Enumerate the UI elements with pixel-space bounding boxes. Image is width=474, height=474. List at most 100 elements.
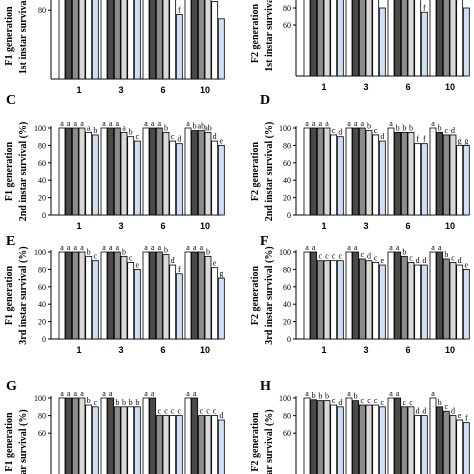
bar	[456, 144, 464, 216]
y-tick-label: 80	[38, 265, 46, 274]
significance-letter: f	[423, 3, 426, 12]
bar	[365, 260, 373, 340]
bar	[142, 127, 150, 216]
significance-letter: a	[109, 243, 113, 252]
x-tick-label: 6	[160, 221, 165, 231]
significance-letter: c	[445, 126, 449, 135]
bar	[358, 258, 366, 340]
significance-letter: b	[129, 398, 133, 407]
bar	[352, 400, 360, 474]
significance-letter: b	[354, 392, 358, 401]
significance-letter: d	[338, 398, 342, 407]
y-tick-label: 60	[38, 283, 46, 292]
significance-letter: a	[122, 123, 126, 132]
bar	[414, 415, 422, 474]
bar	[191, 251, 199, 340]
x-tick-label: 10	[200, 85, 210, 95]
bar	[336, 260, 344, 340]
significance-letter: c	[178, 407, 182, 416]
significance-letter: g	[219, 269, 223, 278]
y-tick-label: 100	[34, 394, 46, 403]
bar	[345, 251, 353, 340]
significance-letter: c	[409, 398, 413, 407]
bar	[449, 415, 457, 474]
significance-letter: a	[158, 243, 162, 252]
significance-letter: a	[109, 389, 113, 398]
bar	[127, 262, 135, 340]
significance-letter: a	[347, 243, 351, 252]
significance-letter: c	[374, 253, 378, 262]
significance-letter: c	[319, 252, 323, 261]
significance-letter: a	[431, 119, 435, 128]
significance-letter: b	[164, 246, 168, 255]
bar	[120, 131, 128, 216]
x-tick-label: 1	[321, 82, 326, 92]
bar	[372, 404, 380, 474]
bar	[211, 1, 219, 80]
bar	[107, 251, 115, 340]
panel-letter: G	[6, 379, 17, 394]
bar	[387, 397, 395, 474]
significance-letter: c	[451, 253, 455, 262]
bar	[162, 0, 170, 80]
bar	[184, 397, 192, 474]
bar	[58, 127, 66, 216]
bar	[197, 251, 205, 340]
significance-letter: b	[129, 128, 133, 137]
bar	[58, 0, 66, 80]
bar	[100, 127, 108, 216]
x-tick-label: 10	[200, 345, 210, 355]
y-axis-label-survival: 2nd instar survival (%)	[264, 122, 275, 222]
bar	[85, 404, 93, 474]
significance-letter: a	[67, 389, 71, 398]
significance-letter: a	[354, 243, 358, 252]
significance-letter: a	[87, 123, 91, 132]
bar	[456, 0, 464, 77]
panel-letter: F	[260, 234, 269, 249]
bar	[456, 419, 464, 474]
bar	[175, 415, 183, 474]
bar	[330, 0, 338, 77]
significance-letter: c	[325, 252, 329, 261]
bar	[169, 415, 177, 474]
significance-letter: a	[144, 243, 148, 252]
significance-letter: b	[206, 247, 210, 256]
bar	[323, 0, 331, 77]
panel-letter: E	[6, 234, 15, 249]
significance-letter: f	[416, 135, 419, 144]
bar	[217, 419, 225, 474]
bar	[358, 127, 366, 216]
bar	[217, 18, 225, 80]
significance-letter: a	[67, 119, 71, 128]
y-tick-label: 60	[283, 429, 291, 438]
bar	[91, 134, 99, 216]
bar	[175, 14, 183, 80]
significance-letter: a	[389, 389, 393, 398]
significance-letter: e	[381, 256, 385, 265]
y-tick-label: 20	[283, 318, 291, 327]
bar	[100, 251, 108, 340]
bar	[316, 127, 324, 216]
significance-letter: a	[80, 243, 84, 252]
bar	[127, 0, 135, 80]
bar	[113, 251, 121, 340]
bar	[358, 0, 366, 77]
bar	[211, 140, 219, 216]
y-axis-label-survival: ar survival (%)	[264, 409, 275, 474]
y-tick-label: 80	[283, 412, 291, 421]
bar	[169, 264, 177, 340]
significance-letter: d	[416, 256, 420, 265]
x-tick-label: 3	[118, 345, 123, 355]
bar	[303, 127, 311, 216]
bar	[149, 127, 157, 216]
significance-letter: b	[122, 398, 126, 407]
significance-letter: g	[464, 136, 468, 145]
significance-letter: c	[171, 132, 175, 141]
y-tick-label: 80	[38, 412, 46, 421]
bar	[91, 260, 99, 340]
bar	[429, 251, 437, 340]
bar	[378, 264, 386, 340]
significance-letter: ab	[198, 122, 206, 131]
significance-letter: b	[402, 123, 406, 132]
bar	[407, 0, 415, 77]
